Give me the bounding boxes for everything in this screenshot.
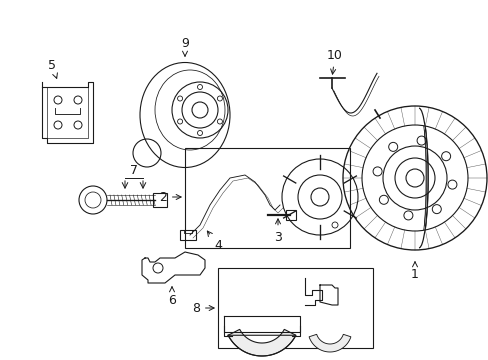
Bar	[218, 268, 372, 348]
Text: 6: 6	[168, 287, 176, 306]
Bar	[184, 148, 349, 248]
Text: 4: 4	[207, 231, 222, 252]
Text: 5: 5	[48, 59, 57, 78]
Text: 2: 2	[159, 190, 181, 203]
Text: 7: 7	[130, 163, 138, 176]
Text: 8: 8	[192, 302, 214, 315]
Polygon shape	[308, 334, 350, 352]
Bar	[153, 193, 167, 207]
Text: 10: 10	[326, 49, 342, 74]
Bar	[285, 210, 295, 220]
Text: 9: 9	[181, 36, 188, 56]
Text: 1: 1	[410, 262, 418, 282]
Text: 3: 3	[273, 219, 282, 243]
Bar	[180, 230, 196, 240]
Polygon shape	[228, 329, 295, 356]
